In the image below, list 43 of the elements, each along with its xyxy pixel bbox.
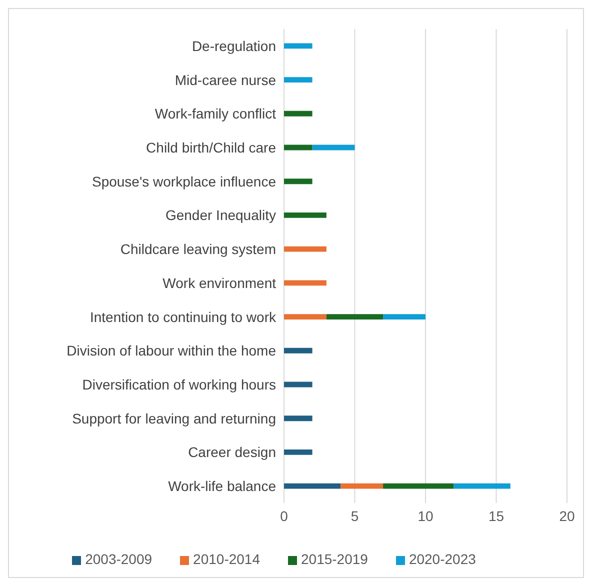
y-tick-label: Intention to continuing to work — [90, 308, 277, 325]
x-tick-label: 20 — [559, 508, 575, 524]
y-tick-label: Work environment — [162, 274, 276, 291]
x-tick-label: 15 — [488, 508, 504, 524]
x-tick-label: 0 — [280, 508, 288, 524]
bar — [284, 144, 312, 150]
bar — [284, 280, 326, 286]
bar — [284, 77, 312, 82]
bar — [284, 110, 312, 116]
y-tick-label: Diversification of working hours — [82, 376, 276, 392]
y-tick-label: Gender Inequality — [165, 207, 276, 224]
y-tick-label: Support for leaving and returning — [72, 410, 276, 426]
legend-label: 2010-2014 — [193, 551, 260, 567]
bar — [284, 382, 312, 388]
bar — [284, 450, 312, 455]
legend-label: 2003-2009 — [85, 551, 152, 567]
y-tick-label: Child birth/Child care — [146, 139, 276, 156]
bar — [454, 483, 510, 489]
y-tick-label: Work-life balance — [168, 478, 276, 494]
bar — [383, 314, 426, 320]
y-tick-label: Childcare leaving system — [120, 241, 276, 258]
legend-label: 2015-2019 — [301, 551, 368, 567]
y-tick-label: Spouse's workplace influence — [92, 173, 276, 190]
bar — [284, 43, 312, 49]
bar — [326, 314, 384, 320]
y-tick-label: De-regulation — [192, 38, 276, 54]
bar — [340, 483, 384, 489]
bar — [284, 178, 312, 184]
bar — [284, 348, 312, 354]
y-tick-label: Mid-caree nurse — [174, 72, 276, 88]
y-tick-label: Career design — [188, 444, 276, 460]
bar — [284, 314, 326, 320]
bar — [284, 416, 312, 422]
bar — [284, 483, 341, 489]
x-tick-label: 5 — [350, 508, 359, 524]
bar — [383, 483, 454, 489]
bar — [284, 246, 326, 252]
bar — [312, 144, 355, 150]
y-tick-label: Work-family conflict — [154, 106, 276, 122]
y-tick-label: Division of labour within the home — [66, 342, 276, 359]
x-tick-label: 10 — [418, 508, 434, 524]
legend-label: 2020-2023 — [408, 551, 476, 567]
bar — [284, 212, 326, 218]
